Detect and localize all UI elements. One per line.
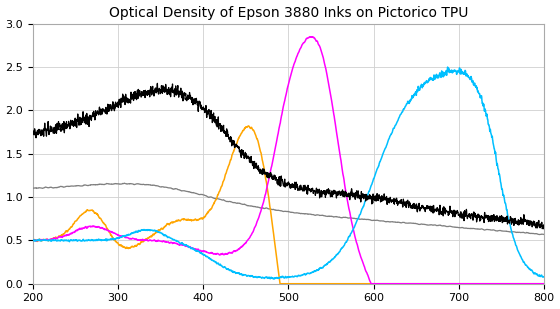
Title: Optical Density of Epson 3880 Inks on Pictorico TPU: Optical Density of Epson 3880 Inks on Pi… <box>109 6 468 19</box>
